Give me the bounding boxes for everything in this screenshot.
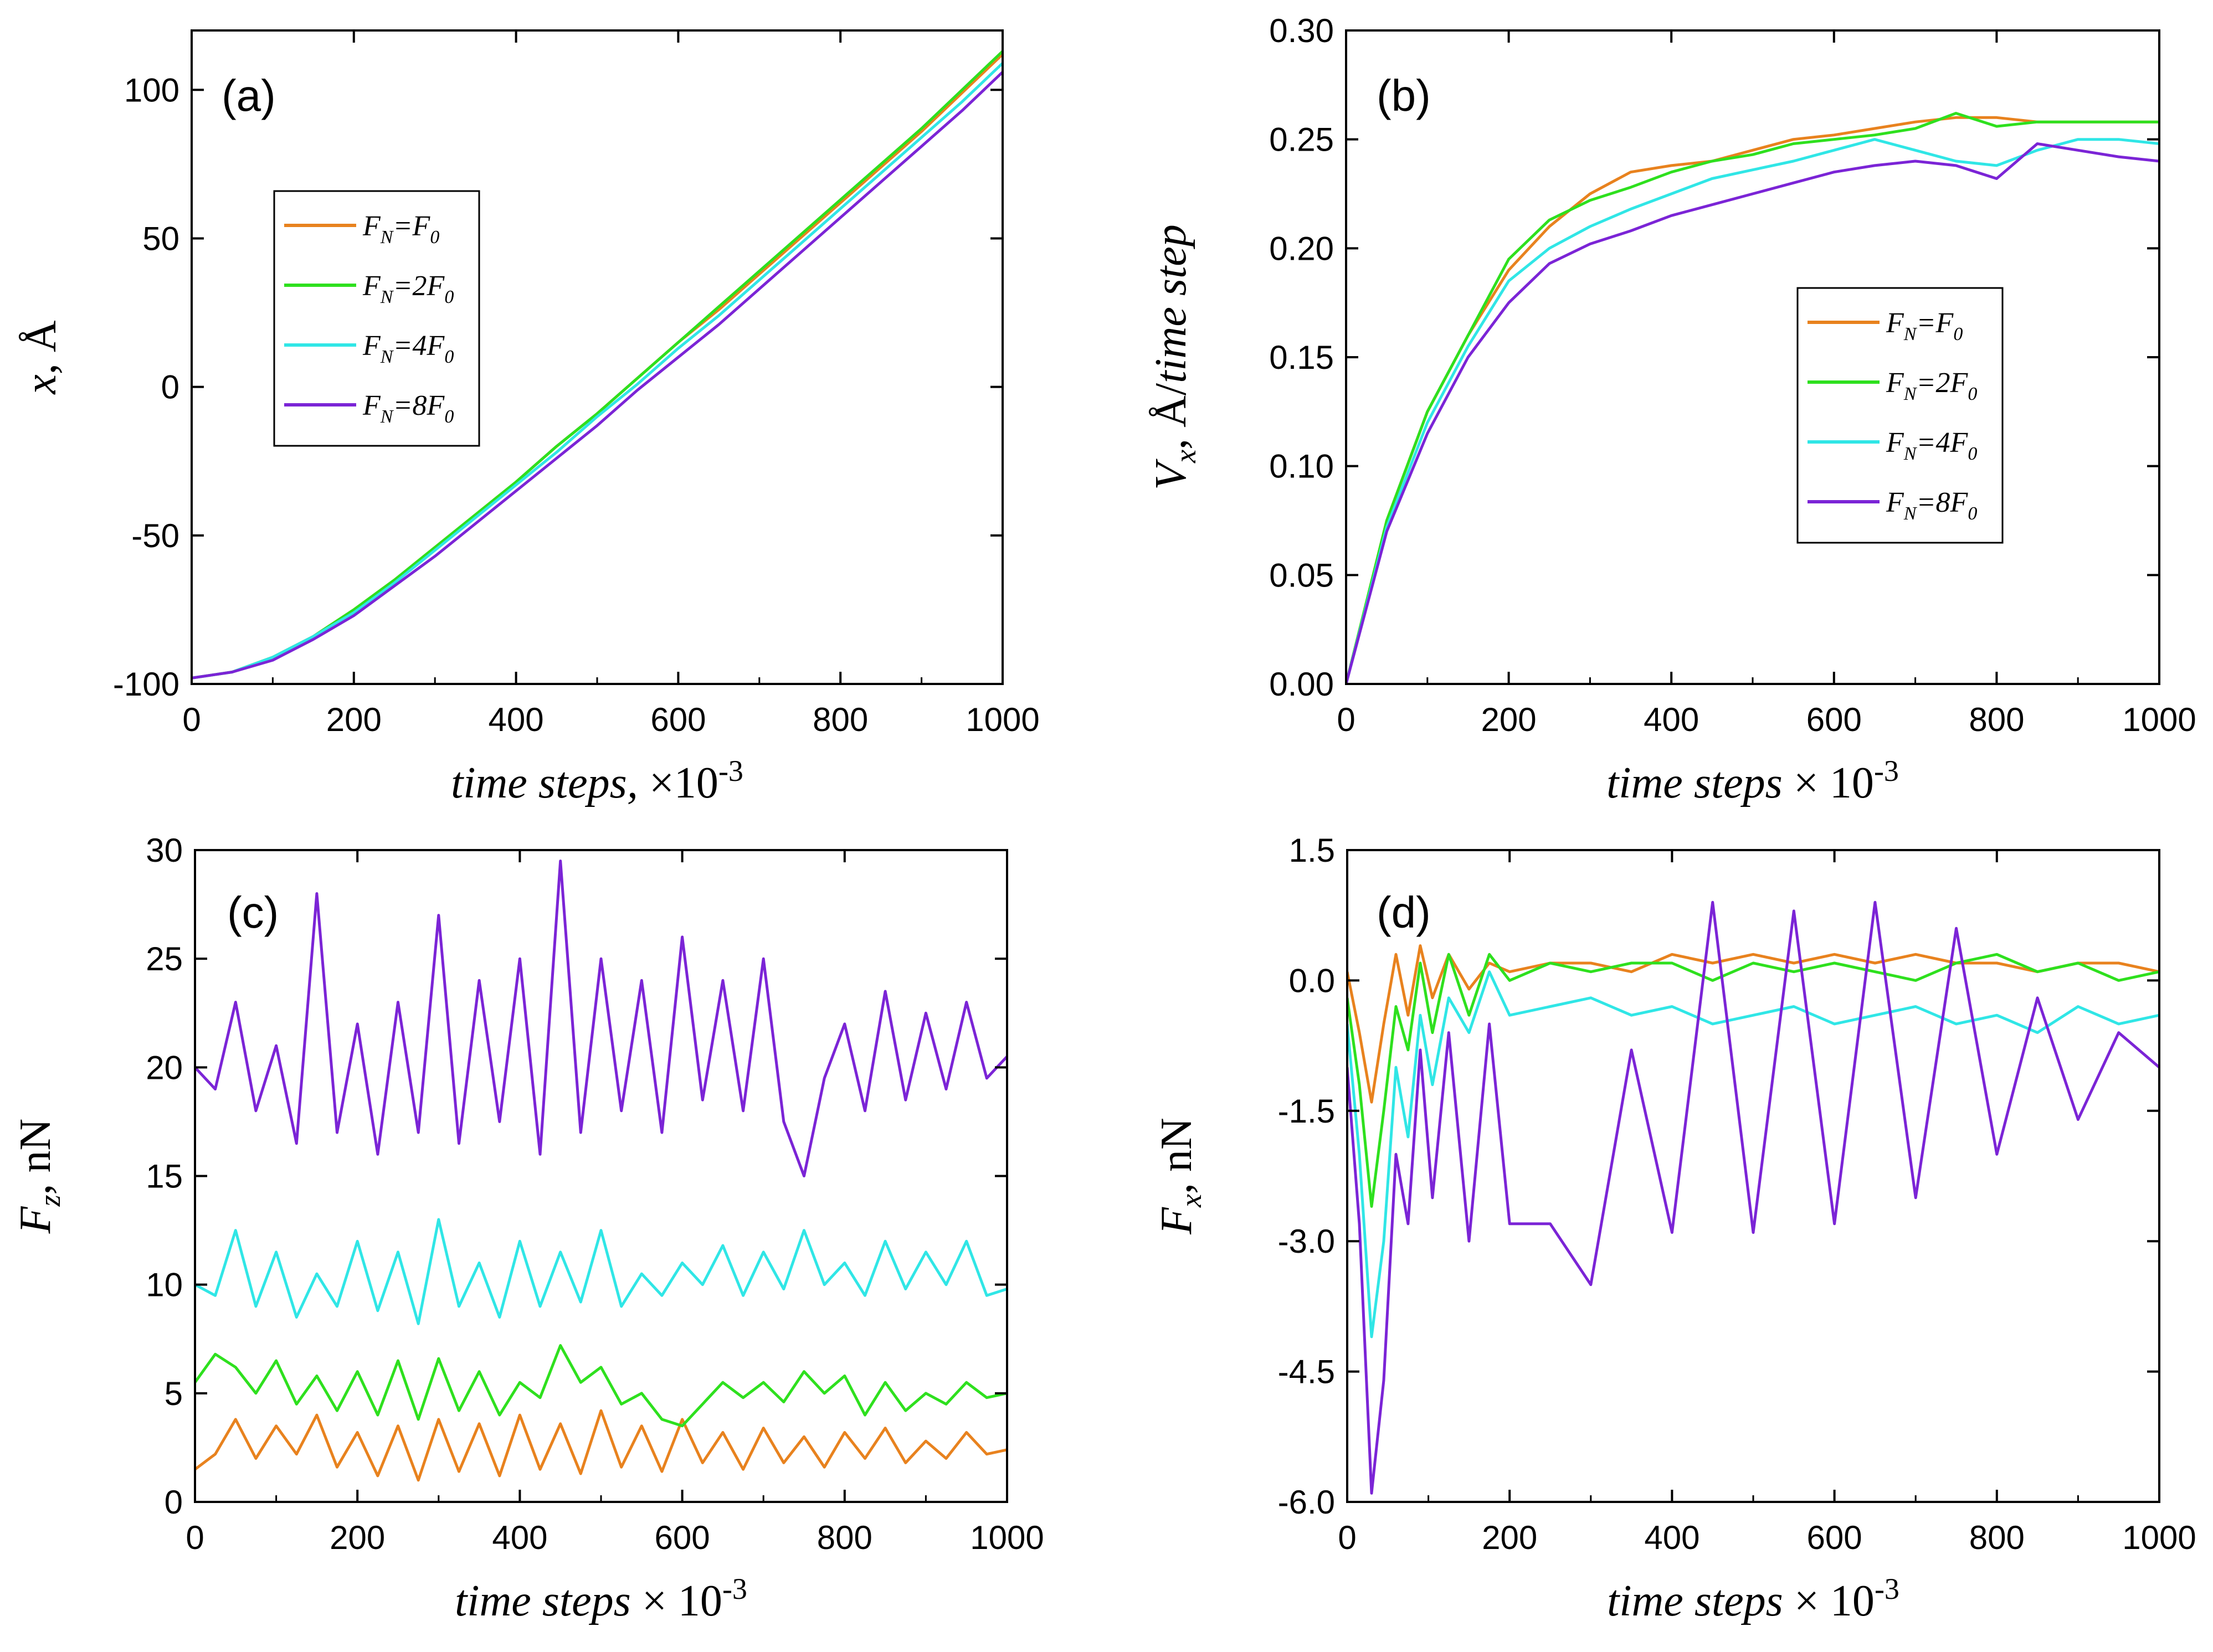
y-tick-label: 10	[146, 1267, 183, 1304]
plot-frame	[1346, 849, 2160, 1503]
series-line-fn-8f0	[1347, 900, 2159, 1495]
x-tick-label: 600	[655, 1519, 710, 1556]
chart-panel-c: 0 200 400 600 800 1000 0 5 10 15 20 25 30 (c) time ste…	[11, 832, 1044, 1625]
series-line-fn-2f0	[1346, 112, 2159, 684]
x-tick-label: 0	[182, 701, 201, 738]
x-axis-title: time steps × 10-3	[1607, 1572, 1899, 1625]
x-tick-label: 400	[492, 1519, 547, 1556]
series-line-fn-f0	[195, 1409, 1007, 1482]
y-tick-label: 0.30	[1269, 12, 1334, 49]
series-line-fn-8f0	[195, 860, 1007, 1177]
y-tick-label: -100	[113, 666, 179, 703]
y-tick-label: 0.0	[1289, 962, 1335, 999]
x-tick-label: 800	[1969, 701, 2024, 738]
legend-entry: FN=8F0	[1886, 487, 1977, 524]
x-tick-label: 600	[650, 701, 706, 738]
y-tick-label: 25	[146, 940, 183, 977]
panel-label: (a)	[222, 71, 276, 120]
y-axis-title: Fz, nN	[11, 1119, 66, 1234]
legend-entry: FN=4F0	[1886, 427, 1977, 464]
y-tick-label: 0.25	[1269, 121, 1334, 158]
y-tick-label: 0	[161, 369, 179, 406]
x-tick-label: 400	[1644, 1519, 1699, 1556]
series-line-fn-4f0	[1347, 970, 2159, 1339]
y-axis-title: Vx, Å/time step	[1147, 224, 1202, 490]
chart-panel-d: 0 200 400 600 800 1000 -6.0 -4.5 -3.0 -1.5 0.0 1.5 (…	[1152, 832, 2196, 1625]
y-tick-label: 100	[124, 71, 179, 109]
series-line-fn-2f0	[195, 1344, 1007, 1428]
x-tick-label: 800	[817, 1519, 872, 1556]
y-tick-label: 30	[146, 832, 183, 869]
y-tick-label: 0.00	[1269, 666, 1334, 703]
plot-frame	[194, 849, 1008, 1503]
y-tick-label: -1.5	[1278, 1093, 1335, 1130]
x-tick-label: 600	[1807, 1519, 1862, 1556]
x-tick-label: 200	[1482, 1519, 1537, 1556]
legend-entry: FN=2F0	[362, 270, 454, 307]
y-tick-label: 0	[165, 1484, 183, 1521]
legend: FN=F0 FN=2F0 FN=4F0 FN=8F0	[273, 190, 480, 447]
y-tick-label: 1.5	[1289, 832, 1335, 869]
y-tick-label: -3.0	[1278, 1223, 1335, 1260]
y-tick-label: -50	[131, 517, 179, 554]
x-tick-label: 0	[186, 1519, 204, 1556]
y-tick-label: -6.0	[1278, 1484, 1335, 1521]
x-tick-label: 0	[1337, 701, 1355, 738]
series-line-fn-8f0	[1346, 142, 2159, 684]
x-tick-label: 600	[1806, 701, 1862, 738]
panel-label: (b)	[1377, 71, 1431, 120]
series-line-fn-f0	[1347, 944, 2159, 1104]
x-tick-label: 800	[813, 701, 868, 738]
panel-label: (c)	[227, 888, 279, 937]
series-line-fn-4f0	[192, 62, 1003, 680]
series-line-fn-4f0	[195, 1218, 1007, 1325]
y-axis-title: Fx, nN	[1152, 1118, 1208, 1235]
panel-label: (d)	[1377, 888, 1431, 937]
legend-entry: FN=8F0	[362, 390, 454, 427]
series-line-fn-f0	[1346, 116, 2159, 684]
x-tick-label: 400	[489, 701, 544, 738]
legend-entry: FN=F0	[362, 210, 439, 248]
x-tick-label: 1000	[2122, 701, 2196, 738]
x-tick-label: 200	[1481, 701, 1537, 738]
legend-entry: FN=F0	[1886, 307, 1963, 344]
y-tick-label: -4.5	[1278, 1353, 1335, 1391]
y-tick-label: 0.15	[1269, 339, 1334, 376]
x-axis-title: time steps × 10-3	[1606, 754, 1899, 807]
chart-panel-b: 0 200 400 600 800 1000 0.00 0.05 0.10 0.15 0.20 0.2…	[1147, 12, 2196, 807]
y-tick-label: 0.05	[1269, 557, 1334, 594]
chart-panel-a: 0 200 400 600 800 1000 -100 -50 0 50 100 (a) time st…	[17, 29, 1040, 807]
y-tick-label: 5	[165, 1375, 183, 1412]
legend: FN=F0 FN=2F0 FN=4F0 FN=8F0	[1796, 287, 2004, 544]
x-tick-label: 800	[1969, 1519, 2025, 1556]
x-axis-title: time steps × 10-3	[455, 1572, 747, 1625]
x-tick-label: 200	[326, 701, 382, 738]
x-tick-label: 200	[330, 1519, 385, 1556]
series-line-fn-2f0	[1347, 953, 2159, 1208]
legend-entry: FN=2F0	[1886, 367, 1977, 404]
x-tick-label: 1000	[2122, 1519, 2196, 1556]
y-tick-label: 0.10	[1269, 448, 1334, 485]
x-tick-label: 1000	[966, 701, 1039, 738]
x-axis-title: time steps, ×10-3	[451, 754, 743, 807]
x-tick-label: 1000	[970, 1519, 1044, 1556]
x-tick-label: 400	[1644, 701, 1699, 738]
y-axis-title: x, Å	[17, 320, 65, 395]
series-line-fn-8f0	[192, 71, 1003, 680]
y-tick-label: 0.20	[1269, 230, 1334, 267]
legend-entry: FN=4F0	[362, 330, 454, 367]
y-tick-label: 50	[142, 220, 179, 257]
x-tick-label: 0	[1338, 1519, 1356, 1556]
y-tick-label: 15	[146, 1158, 183, 1195]
y-tick-label: 20	[146, 1049, 183, 1086]
series-line-fn-4f0	[1346, 138, 2159, 684]
